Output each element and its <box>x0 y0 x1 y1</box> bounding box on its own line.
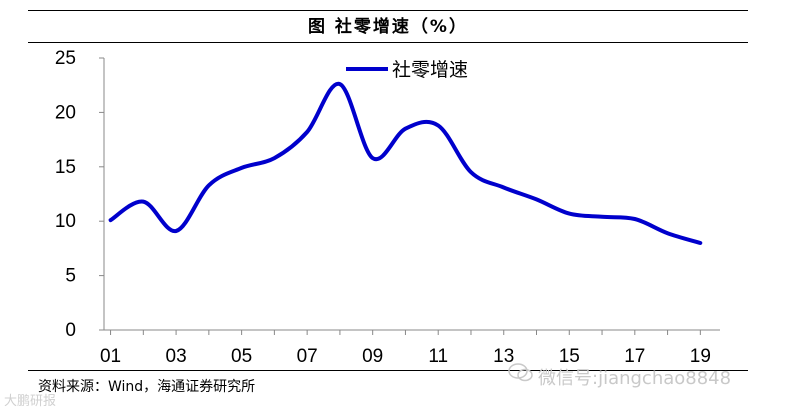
data-point <box>698 241 702 245</box>
figure-title: 图 社零增速（%） <box>308 17 468 37</box>
bottom-rule <box>28 370 748 371</box>
y-tick-label: 20 <box>55 102 76 123</box>
title-rule <box>28 42 748 43</box>
data-point <box>600 215 604 219</box>
x-tick-label: 07 <box>297 346 318 367</box>
data-point <box>240 166 244 170</box>
y-tick-label: 10 <box>55 211 76 232</box>
x-tick-label: 19 <box>690 346 711 367</box>
x-tick-label: 01 <box>100 346 121 367</box>
data-point <box>109 218 113 222</box>
y-tick-label: 25 <box>55 48 76 69</box>
data-point <box>469 170 473 174</box>
y-tick-label: 15 <box>55 157 76 178</box>
corner-watermark: 大鹏研报 <box>4 394 57 409</box>
x-tick-label: 11 <box>428 346 448 367</box>
top-rule <box>28 10 748 11</box>
x-tick-label: 15 <box>559 346 580 367</box>
data-point <box>633 217 637 221</box>
data-point <box>535 197 539 201</box>
data-point <box>502 185 506 189</box>
data-point <box>141 200 145 204</box>
data-point <box>272 156 276 160</box>
legend: 社零增速 <box>346 59 468 81</box>
x-tick-label: 17 <box>624 346 645 367</box>
watermark-text: 微信号:jiangchao8848 <box>538 368 732 389</box>
x-tick-label: 13 <box>493 346 514 367</box>
data-point <box>305 130 309 134</box>
x-tick-label: 09 <box>362 346 383 367</box>
x-tick-label: 05 <box>231 346 252 367</box>
data-point <box>338 82 342 86</box>
data-point <box>371 156 375 160</box>
source-note: 资料来源：Wind，海通证券研究所 <box>38 379 256 395</box>
data-point <box>436 123 440 127</box>
wechat-icon <box>508 363 533 382</box>
series-line <box>108 82 703 245</box>
legend-label: 社零增速 <box>392 59 468 81</box>
y-tick-label: 5 <box>65 266 76 287</box>
data-point <box>207 183 211 187</box>
data-point <box>567 212 571 216</box>
data-point <box>403 127 407 131</box>
series-layer <box>108 82 703 245</box>
data-point <box>174 229 178 233</box>
y-tick-label: 0 <box>65 320 76 341</box>
data-point <box>666 231 670 235</box>
x-tick-label: 03 <box>166 346 187 367</box>
